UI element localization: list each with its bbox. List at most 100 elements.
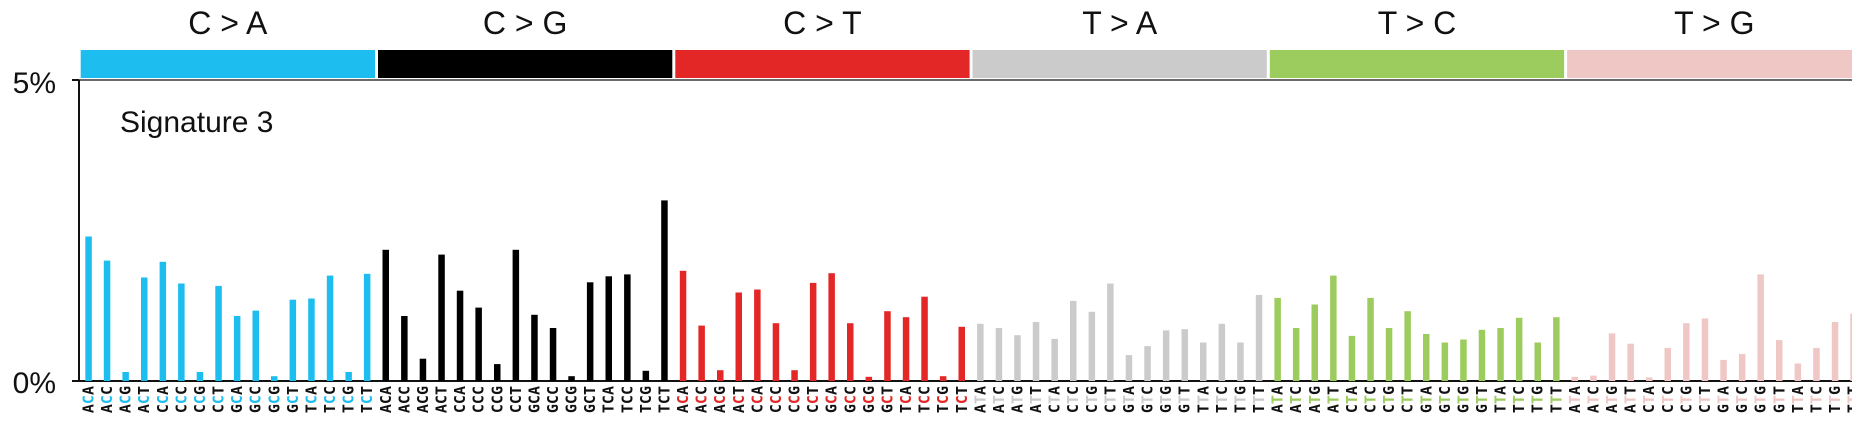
context-label: GTT	[1473, 386, 1491, 413]
bar	[809, 282, 817, 381]
bar	[642, 370, 650, 381]
bar	[438, 254, 445, 381]
bar	[1534, 342, 1541, 381]
bar	[1292, 328, 1300, 381]
bar	[401, 316, 408, 381]
context-label: TTT	[1250, 386, 1268, 413]
context-label: GCG	[860, 386, 878, 413]
group-label: T > A	[1082, 5, 1158, 41]
bar	[141, 277, 148, 381]
context-label: GTG	[1752, 386, 1770, 413]
context-label: ATA	[971, 386, 989, 413]
context-label: GCG	[563, 386, 581, 413]
bar	[196, 372, 204, 381]
context-label: CTC	[1362, 386, 1380, 413]
group-color-band	[80, 50, 375, 78]
bar	[549, 328, 557, 381]
context-label: ATT	[1622, 386, 1640, 413]
context-label: GTC	[1436, 386, 1454, 413]
context-label: TCC	[321, 386, 339, 413]
bar	[1701, 318, 1709, 381]
context-label: TTC	[1807, 386, 1825, 413]
context-label: TTA	[1194, 386, 1212, 413]
context-label: TCA	[600, 386, 618, 413]
bar	[865, 376, 873, 381]
context-label: CCA	[451, 386, 469, 413]
bar	[1237, 342, 1244, 381]
context-label: GCA	[228, 386, 246, 413]
bar	[1162, 330, 1170, 381]
context-label: ATG	[1306, 386, 1324, 413]
context-label: CCA	[748, 386, 766, 413]
context-label: ATG	[1009, 386, 1027, 413]
context-label: TTT	[1547, 386, 1565, 413]
context-label: TCC	[618, 386, 636, 413]
context-label: ATT	[1324, 386, 1342, 413]
bar	[698, 325, 705, 381]
bar	[475, 307, 482, 381]
context-label: TCT	[953, 386, 971, 413]
y-tick-label-top: 5%	[13, 67, 56, 100]
bar	[1274, 297, 1281, 381]
bar	[847, 323, 854, 381]
bar	[605, 276, 612, 381]
bar	[1385, 328, 1393, 381]
context-label: GCT	[878, 386, 896, 413]
bar	[754, 289, 761, 381]
bar	[1423, 334, 1430, 381]
context-label: ACC	[693, 386, 711, 413]
bar	[1218, 323, 1226, 381]
bar	[103, 260, 111, 381]
bar	[122, 372, 129, 381]
bar	[1497, 328, 1504, 381]
context-label: TCA	[897, 386, 915, 413]
group-color-band	[1269, 50, 1565, 78]
context-label: ACG	[414, 386, 432, 413]
group-color-band	[675, 50, 970, 78]
context-label: GCT	[581, 386, 599, 413]
context-label: GCC	[544, 386, 562, 413]
bar	[85, 236, 92, 381]
context-label: TTC	[1213, 386, 1231, 413]
bar	[1014, 335, 1021, 381]
context-label: ACC	[395, 386, 413, 413]
bar	[1051, 338, 1058, 381]
context-label: TCG	[934, 386, 952, 413]
context-label: GTC	[1139, 386, 1157, 413]
group-label: T > G	[1674, 5, 1754, 41]
context-label: ATA	[1566, 386, 1584, 413]
context-label: CCT	[210, 386, 228, 413]
context-label: TCG	[340, 386, 358, 413]
context-label: CTC	[1064, 386, 1082, 413]
context-label: TCA	[303, 386, 321, 413]
bar	[1664, 347, 1671, 381]
context-label: CTA	[1343, 386, 1361, 413]
context-label: CTT	[1101, 386, 1119, 413]
bar	[1330, 275, 1337, 381]
context-label: GCC	[247, 386, 265, 413]
bar	[159, 261, 167, 381]
bar	[939, 376, 947, 381]
bar	[1088, 311, 1096, 381]
bar	[178, 283, 185, 381]
context-label: ATC	[1287, 386, 1305, 413]
bar	[1070, 300, 1077, 381]
context-labels: ACAACCACGACTCCACCCCCGCCTGCAGCCGCGGCTTCAT…	[80, 386, 1852, 413]
bar	[624, 274, 631, 381]
context-label: GCA	[525, 386, 543, 413]
bar	[233, 316, 241, 381]
context-label: CTG	[1083, 386, 1101, 413]
group-label: T > C	[1378, 5, 1457, 41]
bar	[1181, 329, 1188, 381]
bar	[772, 323, 780, 381]
context-label: CTC	[1659, 386, 1677, 413]
bar	[828, 273, 835, 381]
context-label: TTA	[1789, 386, 1807, 413]
bar	[1590, 375, 1597, 381]
bar	[1738, 353, 1746, 381]
bar	[1850, 313, 1852, 381]
context-label: ACA	[674, 386, 692, 413]
bar	[958, 326, 965, 381]
context-label: ACA	[80, 386, 98, 413]
